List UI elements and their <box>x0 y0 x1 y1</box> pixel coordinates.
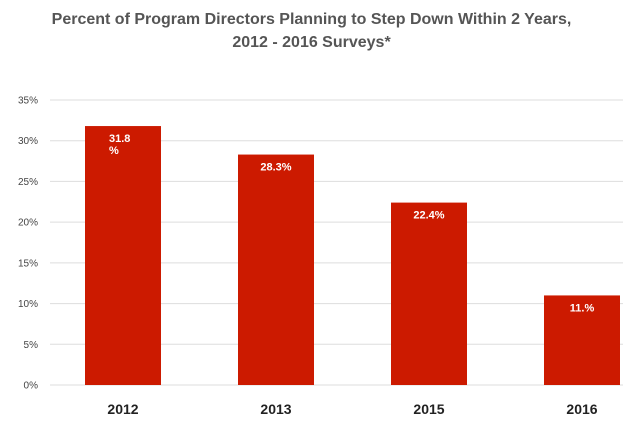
y-axis: 0% 5% 10% 15% 20% 25% 30% 35% <box>18 96 38 392</box>
bar-2012 <box>85 126 161 386</box>
y-tick-label: 5% <box>24 340 39 351</box>
chart-title-line-2: 2012 - 2016 Surveys* <box>232 34 391 51</box>
x-axis: 2012 2013 2015 2016 <box>107 401 597 417</box>
data-label-2012: 31.8% <box>109 133 130 157</box>
y-tick-label: 20% <box>18 218 38 229</box>
data-label-2015: 22.4% <box>413 210 444 222</box>
x-tick-label-2015: 2015 <box>413 401 444 417</box>
chart-title-line-1: Percent of Program Directors Planning to… <box>51 11 572 28</box>
y-tick-label: 30% <box>18 136 38 147</box>
x-tick-label-2012: 2012 <box>107 401 138 417</box>
y-tick-label: 10% <box>18 299 38 310</box>
bar-2015 <box>391 202 467 385</box>
data-label-2013: 28.3% <box>260 162 291 174</box>
data-label-2016: 11.% <box>570 302 595 314</box>
bar-2013 <box>238 154 314 385</box>
x-tick-label-2013: 2013 <box>260 401 291 417</box>
bars: 31.8 % 28.3% 22.4% 11.% <box>85 126 620 386</box>
x-tick-label-2016: 2016 <box>566 401 597 417</box>
y-tick-label: 35% <box>18 96 38 107</box>
y-tick-label: 0% <box>24 381 39 392</box>
y-tick-label: 25% <box>18 177 38 188</box>
bar-2016 <box>544 295 620 385</box>
chart-title: Percent of Program Directors Planning to… <box>0 8 623 54</box>
y-tick-label: 15% <box>18 258 38 269</box>
